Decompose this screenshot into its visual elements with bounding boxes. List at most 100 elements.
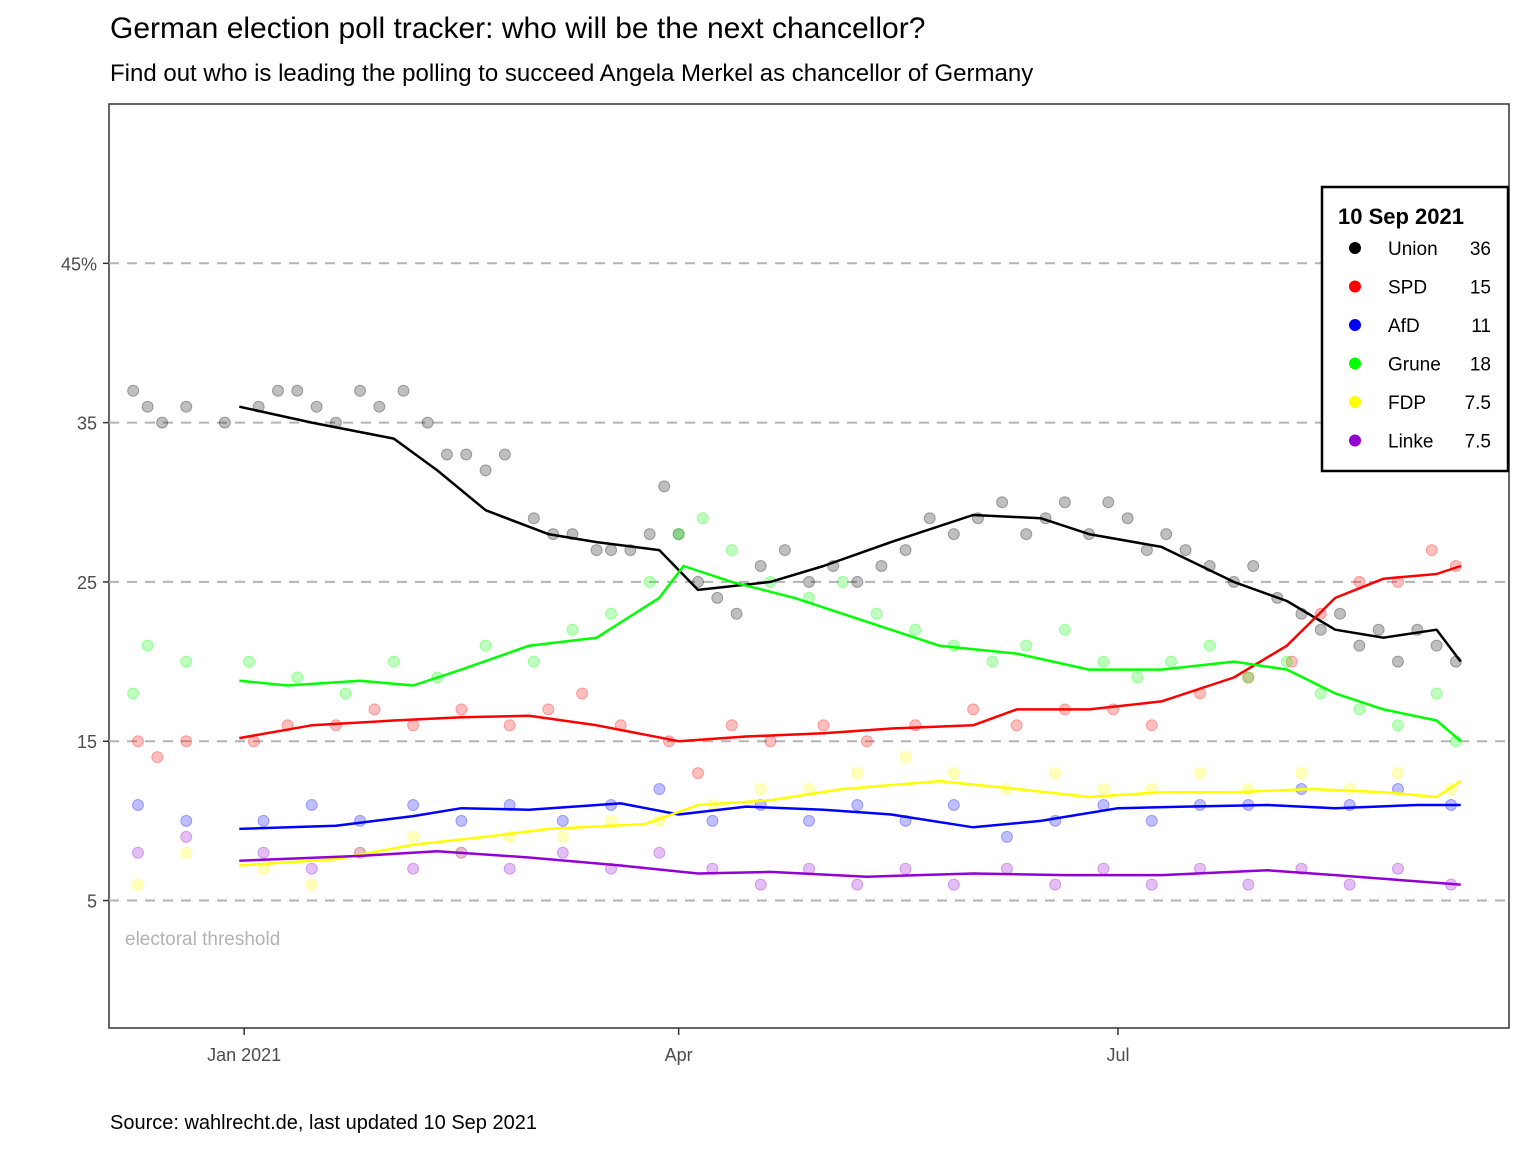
union-poll-point [156,416,169,429]
spd-poll-point [542,703,555,716]
linke-poll-point [556,846,569,859]
afd-poll-point [131,798,144,811]
grune-poll-point [1391,719,1404,732]
spd-poll-point [817,719,830,732]
union-poll-point [1314,623,1327,636]
union-poll-point [460,448,473,461]
union-poll-point [291,384,304,397]
union-poll-point [127,384,140,397]
union-poll-point [875,560,888,572]
afd-poll-point [257,814,270,827]
union-poll-point [421,416,434,429]
spd-poll-point [725,719,738,732]
union-poll-point [310,400,323,413]
union-poll-point [803,575,815,588]
grune-poll-point [1280,655,1293,668]
chart-title: German election poll tracker: who will b… [110,12,926,45]
union-legend-value: 36 [1470,239,1491,260]
union-poll-point [643,528,656,541]
fdp-poll-point [131,878,144,891]
fdp-poll-point [1295,767,1308,780]
spd-poll-point [151,751,164,764]
union-poll-point [1179,544,1192,557]
chart-subtitle: Find out who is leading the polling to s… [110,60,1034,87]
union-legend-label: Union [1388,239,1438,260]
union-poll-point [1430,639,1443,652]
spd-poll-point [368,703,381,716]
linke-poll-point [899,862,912,875]
x-tick-label: Apr [665,1045,693,1065]
spd-legend-key [1349,280,1361,293]
grune-poll-point [1131,671,1144,684]
union-poll-point [1353,639,1366,652]
union-poll-point [851,575,864,588]
grune-poll-point [566,623,579,636]
x-tick-label: Jul [1106,1045,1129,1065]
fdp-poll-point [305,878,318,891]
grune-poll-point [387,655,400,668]
afd-legend-key [1349,319,1361,331]
union-trend-line [239,405,1462,663]
fdp-poll-point [407,830,420,843]
grune-poll-point [1242,671,1255,684]
linke-poll-point [1391,862,1404,875]
linke-poll-point [653,846,666,859]
grune-legend-key [1349,357,1361,370]
spd-poll-point [455,703,468,716]
fdp-legend-key [1349,396,1361,408]
afd-poll-point [706,814,719,827]
afd-poll-point [354,814,367,827]
union-poll-point [754,560,767,572]
y-tick-label: 15 [77,732,97,752]
afd-legend-value: 11 [1471,316,1491,337]
afd-trend-line [239,802,1461,831]
union-poll-point [605,544,618,557]
spd-poll-point [576,687,589,700]
x-axis: Jan 2021 Apr Jul [207,1028,1129,1065]
union-poll-point [947,528,960,541]
afd-legend-label: AfD [1388,316,1420,337]
grune-poll-point [479,639,492,652]
union-poll-point [590,544,603,557]
trend-lines [239,405,1462,886]
y-axis: 5 15 25 35 45% [61,254,109,912]
afd-poll-point [851,798,864,811]
union-poll-point [1121,512,1134,525]
grune-poll-point [1353,703,1366,716]
linke-poll-point [947,878,960,891]
union-poll-point [658,480,671,493]
linke-poll-point [1097,862,1110,875]
grune-poll-point [1058,623,1071,636]
spd-poll-point [407,719,420,732]
grune-poll-point [1165,655,1178,668]
union-poll-point [1247,560,1260,572]
spd-poll-point [909,719,922,732]
grune-poll-point [1430,687,1443,700]
linke-poll-point [305,862,318,875]
fdp-poll-point [851,767,864,780]
afd-poll-point [407,798,420,811]
grune-poll-point [870,607,883,620]
spd-legend-value: 15 [1470,278,1491,299]
y-tick-label: 35 [77,414,97,434]
linke-poll-point [1049,878,1062,891]
plot-panel [108,103,1510,1029]
linke-poll-point [851,878,864,891]
linke-poll-point [131,846,144,859]
grune-poll-point [339,687,352,700]
union-poll-point [440,448,453,461]
legend-items: Union 36 SPD 15 AfD 11 Grune 18 FDP 7.5 Linke 7.5 [1349,239,1491,453]
linke-poll-point [407,862,420,875]
linke-poll-point [180,830,193,843]
union-poll-point [373,400,386,413]
fdp-poll-point [556,830,569,843]
legend: 10 Sep 2021 Union 36 SPD 15 AfD 11 Grune 18 FDP 7… [1320,185,1510,473]
fdp-poll-point [1049,767,1062,780]
spd-poll-point [764,735,777,748]
grune-poll-point [291,671,304,684]
union-poll-point [218,416,231,429]
union-poll-point [1372,623,1385,636]
union-poll-point [1391,655,1404,668]
spd-legend-label: SPD [1388,278,1427,299]
union-poll-point [527,512,540,525]
